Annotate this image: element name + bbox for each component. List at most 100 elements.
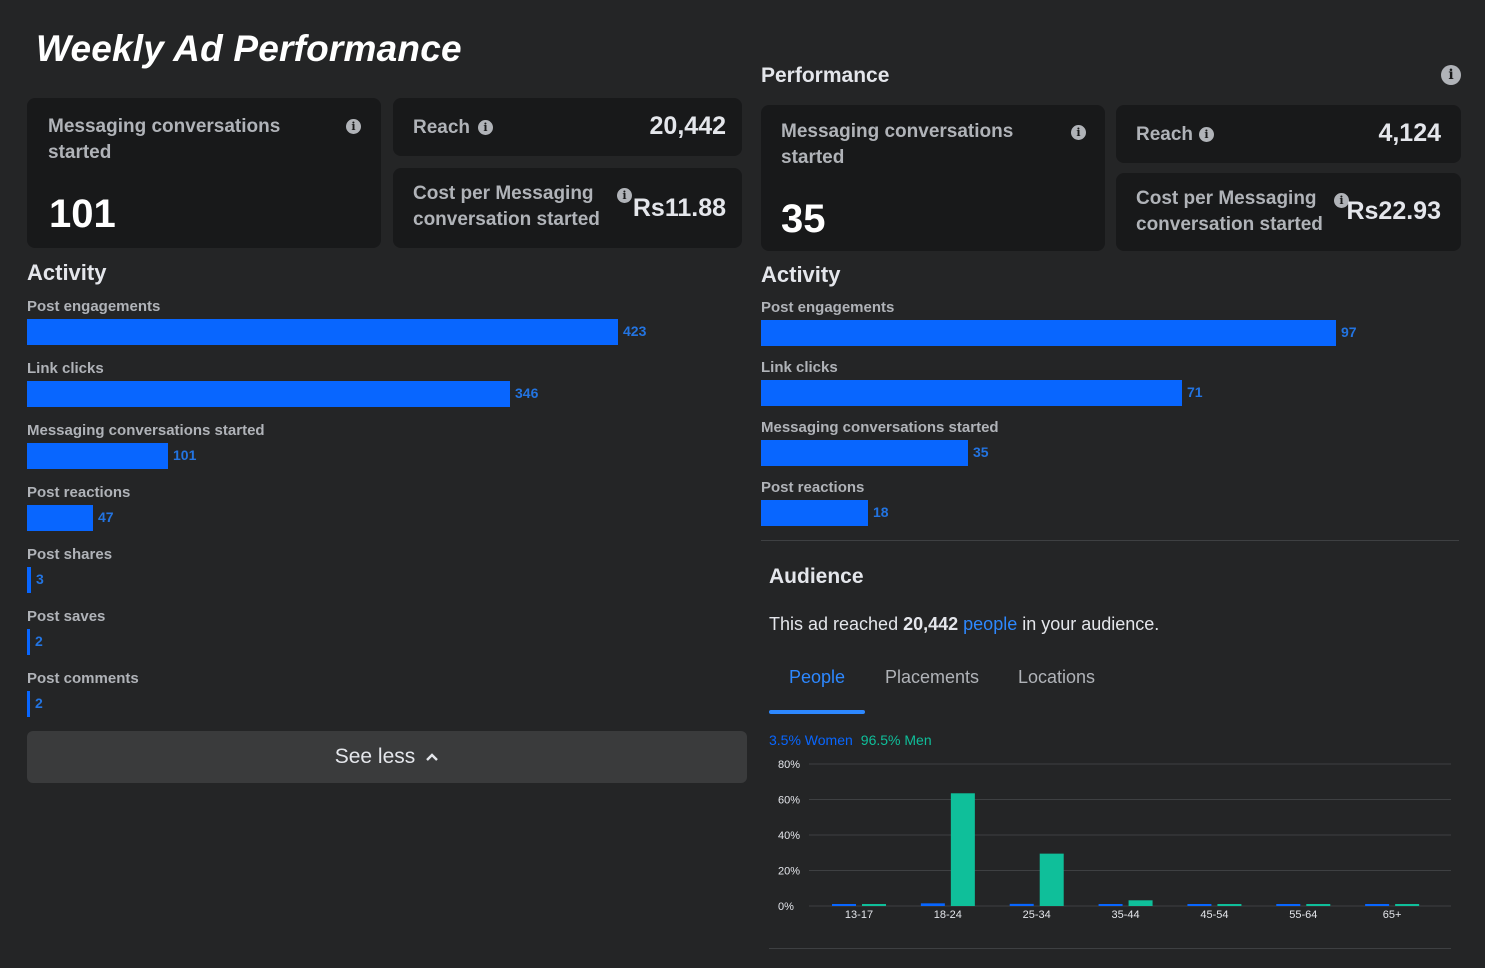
audience-text-suffix: in your audience. [1017, 614, 1160, 634]
y-tick-label: 80% [778, 759, 800, 771]
divider [761, 540, 1459, 541]
bar-women-55-64[interactable] [1276, 904, 1301, 906]
activity-heading: Activity [27, 260, 107, 285]
bar-women-25-34[interactable] [1009, 903, 1034, 906]
tab-placements[interactable]: Placements [885, 667, 980, 687]
activity-heading: Activity [761, 262, 841, 287]
activity-value: 71 [1187, 384, 1203, 400]
y-tick-label: 0% [778, 901, 794, 913]
messaging-conversations-card: Messaging conversations started i 35 [761, 105, 1105, 251]
activity-label: Post comments [27, 670, 139, 687]
bar-men-18-24[interactable] [950, 793, 975, 906]
activity-bar [761, 500, 868, 526]
activity-row: Link clicks 71 [761, 357, 1461, 417]
activity-row: Post engagements 423 [27, 296, 747, 358]
bar-men-13-17[interactable] [862, 904, 886, 906]
audience-text-prefix: This ad reached [769, 614, 904, 634]
x-tick-label: 55-64 [1289, 909, 1317, 921]
activity-bar [27, 505, 93, 531]
activity-label: Post engagements [27, 298, 161, 315]
page-title: Weekly Ad Performance [36, 28, 462, 69]
messaging-conversations-label: Messaging conversations started [781, 119, 1041, 171]
cost-label-line2: conversation started [1136, 214, 1323, 235]
reach-value: 20,442 [649, 112, 726, 140]
legend-women: 3.5% Women [769, 732, 853, 748]
activity-bar [761, 320, 1336, 346]
x-tick-label: 25-34 [1023, 909, 1051, 921]
y-tick-label: 40% [778, 830, 800, 842]
chevron-up-icon [426, 753, 439, 761]
info-icon[interactable]: i [1199, 127, 1214, 142]
activity-row: Post saves 2 [27, 606, 747, 668]
divider [769, 948, 1451, 949]
gender-legend: 3.5% Women 96.5% Men [769, 732, 932, 748]
cost-per-messaging-label: Cost per Messaging conversation started [413, 181, 623, 233]
activity-row: Link clicks 346 [27, 358, 747, 420]
bar-men-55-64[interactable] [1306, 904, 1331, 906]
messaging-conversations-card: Messaging conversations started i 101 [27, 98, 381, 248]
activity-value: 423 [623, 323, 647, 339]
cost-per-messaging-card: Cost per Messaging conversation started … [1116, 173, 1461, 251]
bar-women-35-44[interactable] [1098, 904, 1123, 906]
activity-label: Post reactions [27, 484, 131, 501]
bar-men-25-34[interactable] [1039, 853, 1064, 906]
tab-people[interactable]: People [789, 667, 846, 687]
info-icon[interactable]: i [1071, 125, 1086, 140]
activity-value: 346 [515, 385, 539, 401]
legend-men: 96.5% Men [860, 732, 932, 748]
tab-locations[interactable]: Locations [1018, 667, 1096, 687]
info-icon[interactable]: i [1334, 193, 1349, 208]
age-gender-chart: 80% 60% 40% 20% 0% 13-17 18-24 25-34 35-44 45-54 5… [778, 759, 1451, 921]
activity-label: Post shares [27, 546, 113, 563]
messaging-conversations-label: Messaging conversations started [48, 116, 281, 163]
see-less-label: See less [334, 745, 416, 768]
cost-per-messaging-value: Rs22.93 [1346, 197, 1441, 225]
bar-women-45-54[interactable] [1187, 904, 1212, 906]
activity-bar [761, 380, 1182, 406]
reach-card: Reach i 4,124 [1116, 105, 1461, 163]
y-tick-label: 60% [778, 795, 800, 807]
activity-value: 101 [173, 447, 197, 463]
activity-label: Messaging conversations started [27, 422, 265, 439]
activity-value: 2 [35, 633, 43, 649]
active-tab-indicator [769, 710, 865, 714]
activity-bar [27, 319, 618, 345]
activity-bar [27, 567, 31, 593]
activity-bar [761, 440, 968, 466]
activity-label: Link clicks [761, 359, 838, 376]
see-less-button[interactable]: See less [27, 731, 747, 783]
activity-row: Post reactions 18 [761, 477, 1461, 537]
x-tick-label: 18-24 [934, 909, 962, 921]
bar-men-65+[interactable] [1395, 904, 1420, 906]
activity-row: Post comments 2 [27, 668, 747, 730]
audience-reach-count: 20,442 [903, 614, 959, 634]
activity-label: Messaging conversations started [761, 419, 999, 436]
x-tick-label: 13-17 [845, 909, 873, 921]
activity-label: Link clicks [27, 360, 104, 377]
activity-bar [27, 691, 30, 717]
cost-label-line1: Cost per Messaging [413, 183, 594, 204]
reach-label: Reach [413, 117, 471, 138]
activity-row: Post shares 3 [27, 544, 747, 606]
info-icon[interactable]: i [346, 119, 361, 134]
info-icon[interactable]: i [478, 120, 493, 135]
y-tick-label: 20% [778, 866, 800, 878]
info-icon[interactable]: i [617, 188, 632, 203]
bar-women-18-24[interactable] [920, 903, 945, 906]
x-tick-label: 45-54 [1200, 909, 1228, 921]
activity-value: 3 [36, 571, 44, 587]
activity-value: 2 [35, 695, 43, 711]
performance-heading: Performance [761, 64, 890, 87]
messaging-conversations-value: 101 [49, 192, 116, 236]
activity-label: Post saves [27, 608, 106, 625]
activity-label: Post reactions [761, 479, 865, 496]
bar-women-65+[interactable] [1365, 904, 1390, 906]
x-tick-label: 65+ [1383, 909, 1402, 921]
bar-men-45-54[interactable] [1217, 904, 1242, 906]
x-tick-label: 35-44 [1112, 909, 1140, 921]
bar-women-13-17[interactable] [832, 904, 856, 906]
info-icon[interactable]: i [1441, 65, 1461, 85]
bar-men-35-44[interactable] [1128, 900, 1153, 906]
people-link[interactable]: people [963, 614, 1018, 634]
msg-label-line1: Messaging conversations [781, 121, 1014, 142]
